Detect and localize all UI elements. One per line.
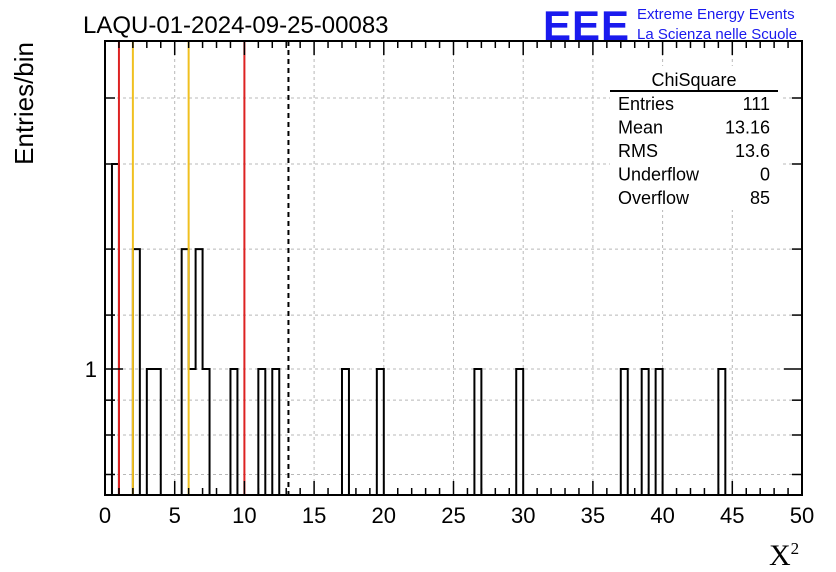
x-axis-title: X2 xyxy=(769,539,799,572)
histogram-bar xyxy=(154,369,161,495)
stats-title: ChiSquare xyxy=(651,70,736,90)
stats-row-value: 111 xyxy=(743,94,770,114)
stats-row-label: RMS xyxy=(618,141,658,161)
x-tick-label: 45 xyxy=(720,503,744,528)
y-tick-label: 1 xyxy=(85,357,97,382)
stats-row-label: Mean xyxy=(618,118,663,138)
stats-row-label: Underflow xyxy=(618,165,700,185)
grid xyxy=(105,41,802,495)
eee-logo: EEE Extreme Energy Events La Scienza nel… xyxy=(543,2,797,49)
histogram-outline xyxy=(110,163,727,495)
histogram-bar xyxy=(656,369,663,495)
histogram-bar xyxy=(516,369,523,495)
y-tick-labels: 1 xyxy=(85,357,97,382)
histogram-bar xyxy=(182,249,189,495)
stats-row-value: 85 xyxy=(750,188,770,208)
stats-row-value: 0 xyxy=(760,165,770,185)
histogram-bar xyxy=(189,369,196,495)
stats-rows: Entries 111 Mean 13.16 RMS 13.6 Underflow 0 Over… xyxy=(618,94,770,208)
histogram-bar xyxy=(147,369,154,495)
x-tick-label: 25 xyxy=(441,503,465,528)
x-tick-label: 40 xyxy=(650,503,674,528)
x-tick-label: 20 xyxy=(372,503,396,528)
histogram-bar xyxy=(272,369,279,495)
x-tick-label: 50 xyxy=(790,503,814,528)
y-axis-title: Entries/bin xyxy=(9,42,39,165)
plot-frame xyxy=(104,40,803,496)
histogram-bar xyxy=(621,369,628,495)
histogram-bar xyxy=(474,369,481,495)
stats-row-label: Entries xyxy=(618,94,674,114)
x-tick-labels: 0 5 10 15 20 25 30 35 40 45 50 xyxy=(99,503,814,528)
logo-line1: Extreme Energy Events xyxy=(637,6,795,23)
x-tick-label: 15 xyxy=(302,503,326,528)
stats-row-label: Overflow xyxy=(618,188,690,208)
histogram-bar xyxy=(133,249,140,495)
histogram-bar xyxy=(718,369,725,495)
x-tick-label: 35 xyxy=(581,503,605,528)
histogram-bar xyxy=(342,369,349,495)
histogram-bar xyxy=(642,369,649,495)
histogram-bar xyxy=(203,369,210,495)
histogram-bar xyxy=(112,164,119,495)
histogram-bar xyxy=(258,369,265,495)
x-tick-label: 30 xyxy=(511,503,535,528)
histogram-bars xyxy=(110,163,727,495)
logo-line2: La Scienza nelle Scuole xyxy=(637,26,797,43)
x-tick-label: 10 xyxy=(232,503,256,528)
x-tick-label: 5 xyxy=(169,503,181,528)
reference-lines xyxy=(117,41,290,495)
stats-box: ChiSquare Entries 111 Mean 13.16 RMS 13.6 Unde… xyxy=(610,66,780,210)
histogram-bar xyxy=(230,369,237,495)
histogram-bar xyxy=(377,369,384,495)
chart-title: LAQU-01-2024-09-25-00083 xyxy=(83,12,389,39)
stats-row-value: 13.6 xyxy=(735,141,770,161)
axis-ticks xyxy=(104,41,803,495)
x-tick-label: 0 xyxy=(99,503,111,528)
histogram-bar xyxy=(196,249,203,495)
stats-row-value: 13.16 xyxy=(725,118,770,138)
